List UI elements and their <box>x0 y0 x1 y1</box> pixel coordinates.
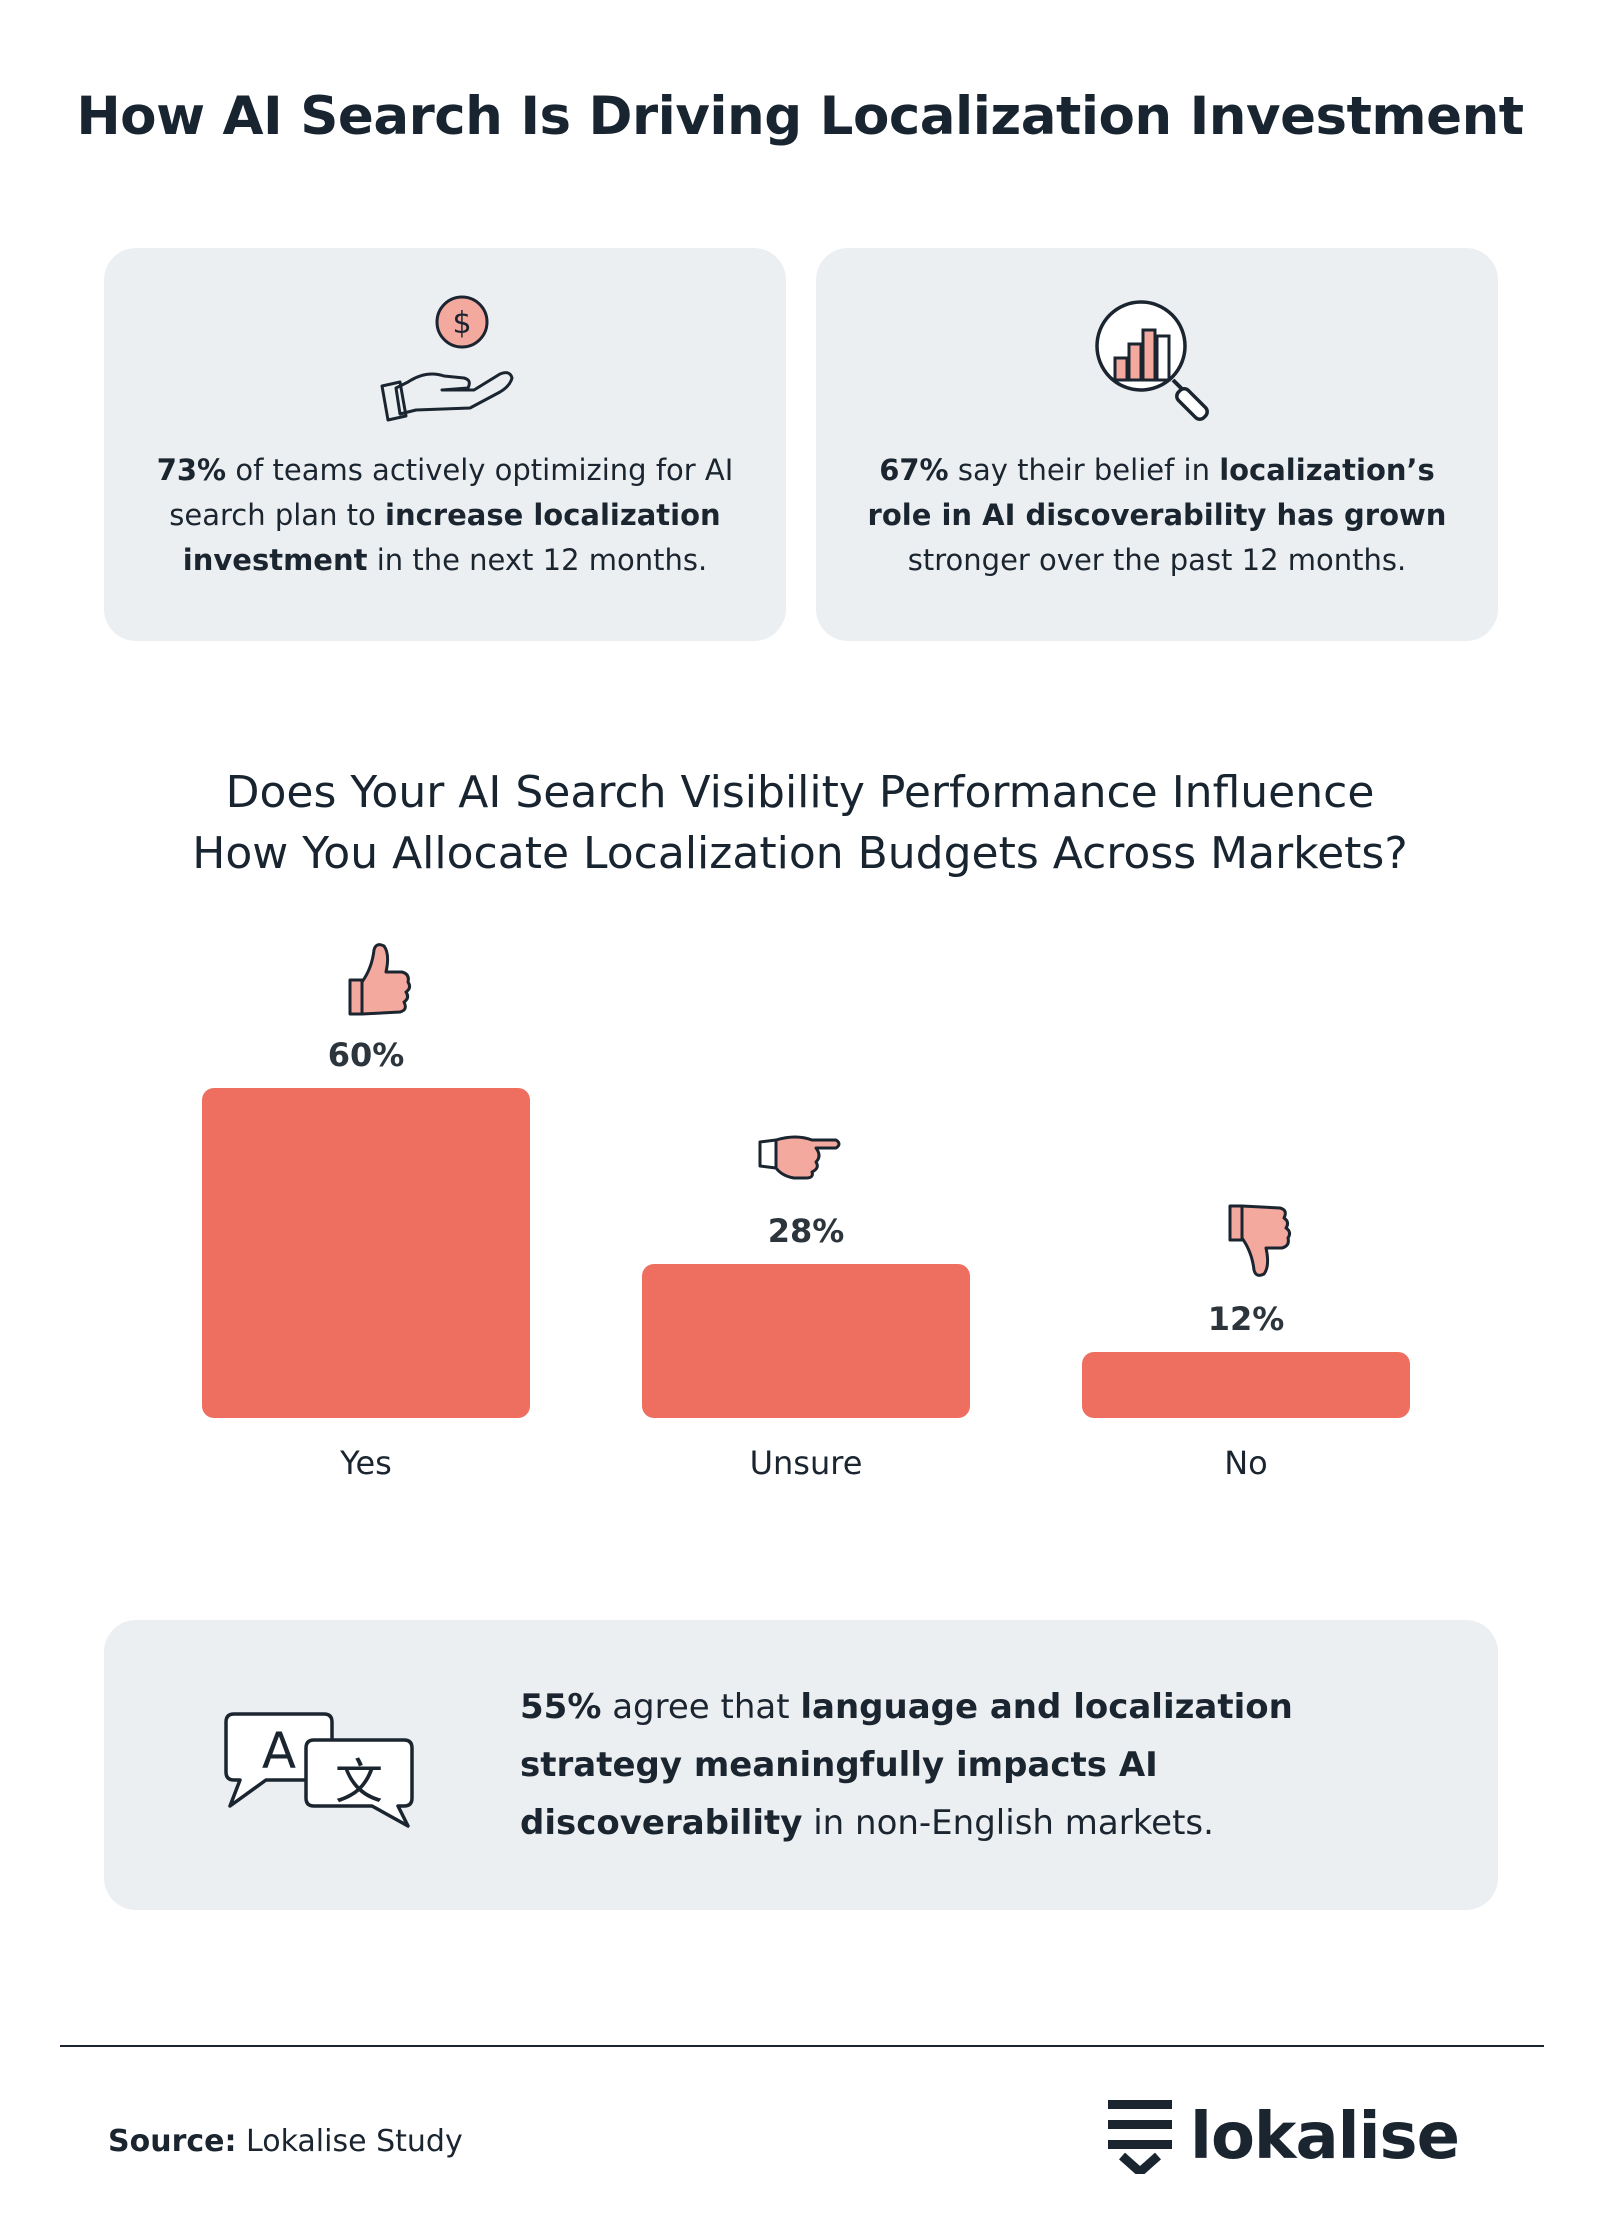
value-label-unsure: 28% <box>768 1212 845 1250</box>
value-label-yes: 60% <box>328 1036 405 1074</box>
lokalise-logo-icon <box>1108 2100 1172 2174</box>
category-label-no: No <box>1224 1444 1268 1480</box>
category-label-yes: Yes <box>339 1444 392 1480</box>
svg-text:文: 文 <box>335 1754 383 1810</box>
stat-card-belief: 67% say their belief in localization’s r… <box>816 248 1498 641</box>
bar-yes <box>202 1088 530 1418</box>
pointing-hand-icon <box>758 1135 841 1180</box>
chart-title: Does Your AI Search Visibility Performan… <box>192 767 1408 879</box>
bar-unsure <box>642 1264 970 1418</box>
stat-text-belief: 67% say their belief in localization’s r… <box>867 453 1447 577</box>
magnifier-bar-chart-icon <box>1095 300 1209 421</box>
stat-card-investment: $ 73% of teams actively optimizing for A… <box>104 248 786 641</box>
svg-text:$: $ <box>452 306 471 341</box>
stat-value: 55% <box>520 1687 602 1727</box>
category-label-unsure: Unsure <box>750 1444 863 1480</box>
logo-text: lokalise <box>1190 2100 1460 2174</box>
source-line: Source: Lokalise Study <box>108 2124 463 2159</box>
stat-value: 67% <box>879 453 949 487</box>
lokalise-logo: lokalise <box>1108 2100 1460 2174</box>
bar-chart: 60% Yes 28% Unsure 12% No <box>202 943 1410 1480</box>
thumbs-up-icon <box>348 943 412 1016</box>
hand-dollar-icon: $ <box>380 295 514 422</box>
stat-value: 73% <box>156 453 227 487</box>
value-label-no: 12% <box>1208 1300 1285 1338</box>
stat-card-language: A 文 55% agree that language and localiza… <box>104 1620 1498 1910</box>
page-title: How AI Search Is Driving Localization In… <box>76 86 1524 147</box>
footer-divider <box>60 2045 1544 2047</box>
svg-text:A: A <box>262 1722 296 1780</box>
stat-text-language: 55% agree that language and localization… <box>520 1687 1293 1843</box>
bar-no <box>1082 1352 1410 1418</box>
stat-text-investment: 73% of teams actively optimizing for AI … <box>156 453 734 577</box>
thumbs-down-icon <box>1228 1204 1292 1277</box>
translate-bubbles-icon: A 文 <box>224 1712 414 1828</box>
